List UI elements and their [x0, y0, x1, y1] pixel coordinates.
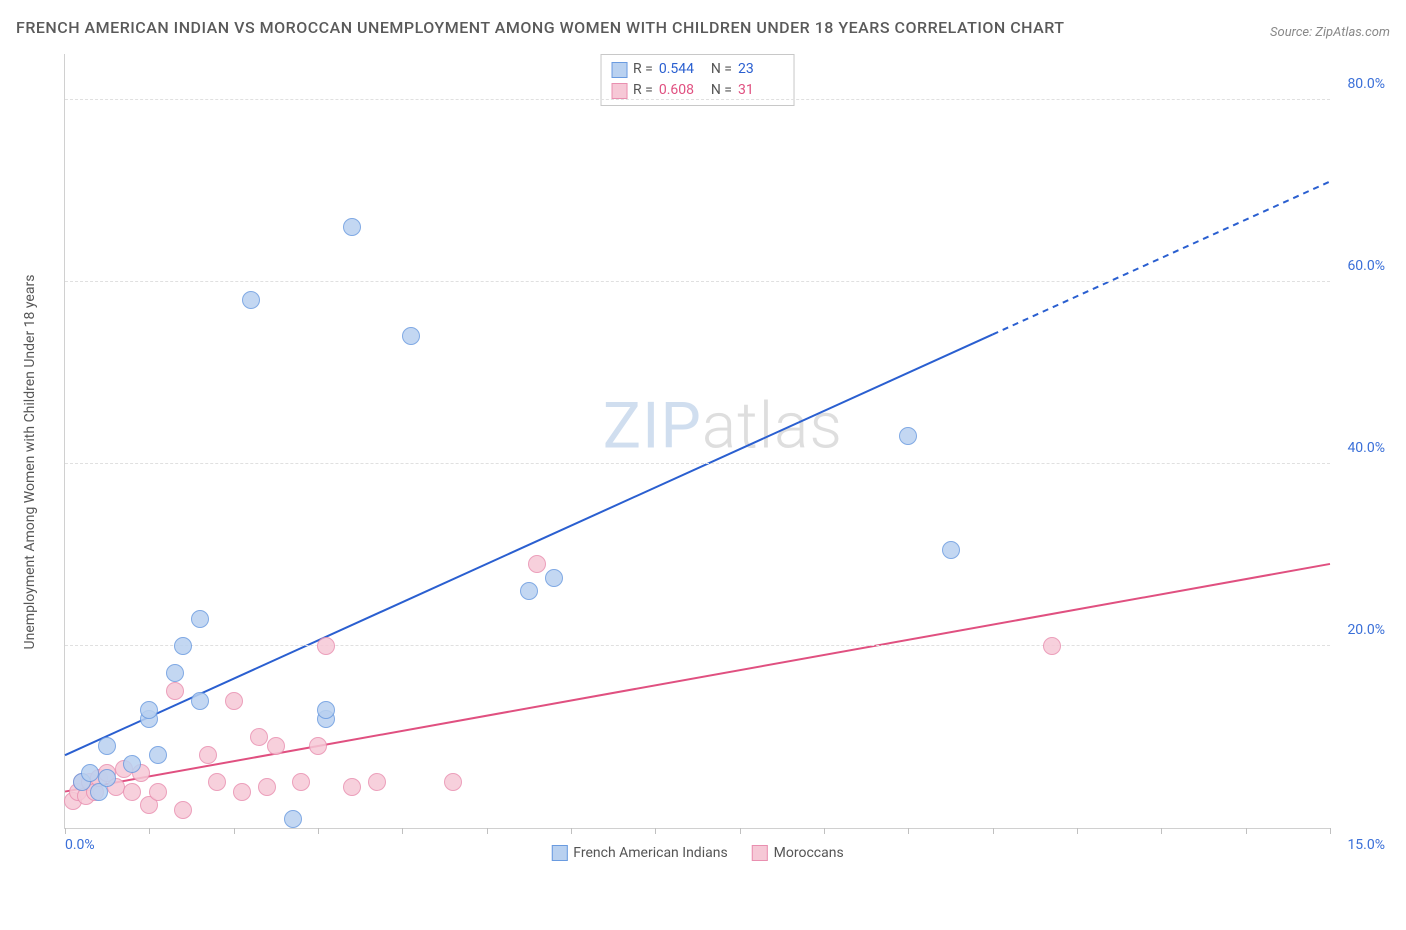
- data-point-b: [1043, 637, 1061, 655]
- data-point-a: [191, 610, 209, 628]
- data-point-b: [368, 773, 386, 791]
- data-point-b: [208, 773, 226, 791]
- trend-line-b: [65, 564, 1330, 792]
- x-tick: [1161, 828, 1162, 834]
- x-tick: [824, 828, 825, 834]
- data-point-b: [258, 778, 276, 796]
- y-tick-label: 20.0%: [1347, 622, 1385, 638]
- data-point-b: [343, 778, 361, 796]
- data-point-b: [250, 728, 268, 746]
- x-tick: [993, 828, 994, 834]
- x-tick: [65, 828, 66, 834]
- data-point-b: [292, 773, 310, 791]
- plot-area: ZIPatlas R =0.544N =23R =0.608N =31 Fren…: [64, 54, 1330, 829]
- n-label: N =: [711, 59, 732, 80]
- data-point-b: [309, 737, 327, 755]
- grid-line: [65, 463, 1330, 464]
- trend-line-a-extrapolated: [993, 181, 1330, 334]
- header-row: FRENCH AMERICAN INDIAN VS MOROCCAN UNEMP…: [16, 16, 1390, 40]
- data-point-a: [191, 692, 209, 710]
- data-point-a: [166, 664, 184, 682]
- x-tick: [234, 828, 235, 834]
- y-tick-label: 60.0%: [1347, 258, 1385, 274]
- x-tick: [402, 828, 403, 834]
- legend-series-item: Moroccans: [752, 845, 844, 861]
- data-point-b: [199, 746, 217, 764]
- x-min-label: 0.0%: [65, 837, 95, 853]
- x-tick: [1077, 828, 1078, 834]
- n-value: 23: [738, 59, 784, 80]
- data-point-a: [317, 701, 335, 719]
- grid-line: [65, 99, 1330, 100]
- data-point-a: [545, 569, 563, 587]
- x-tick: [487, 828, 488, 834]
- watermark-atlas: atlas: [702, 388, 843, 463]
- watermark: ZIPatlas: [603, 388, 843, 463]
- legend-series-label: Moroccans: [774, 845, 844, 861]
- x-tick: [740, 828, 741, 834]
- legend-series: French American Indians Moroccans: [551, 845, 843, 861]
- chart-title: FRENCH AMERICAN INDIAN VS MOROCCAN UNEMP…: [16, 16, 1065, 40]
- grid-line: [65, 645, 1330, 646]
- data-point-b: [267, 737, 285, 755]
- watermark-zip: ZIP: [603, 388, 702, 463]
- x-tick: [318, 828, 319, 834]
- data-point-a: [98, 769, 116, 787]
- x-tick: [908, 828, 909, 834]
- data-point-a: [942, 541, 960, 559]
- data-point-a: [284, 810, 302, 828]
- data-point-a: [520, 582, 538, 600]
- x-tick: [571, 828, 572, 834]
- data-point-a: [402, 327, 420, 345]
- data-point-b: [123, 783, 141, 801]
- data-point-b: [233, 783, 251, 801]
- data-point-b: [528, 555, 546, 573]
- data-point-b: [225, 692, 243, 710]
- plot-container: Unemployment Among Women with Children U…: [16, 44, 1390, 864]
- r-label: R =: [633, 59, 653, 80]
- legend-series-label: French American Indians: [573, 845, 727, 861]
- source-attribution: Source: ZipAtlas.com: [1270, 25, 1390, 40]
- x-max-label: 15.0%: [1347, 837, 1385, 853]
- legend-swatch: [551, 845, 567, 861]
- legend-stat-row: R = 0.544 N = 23: [611, 59, 784, 80]
- legend-swatch: [752, 845, 768, 861]
- data-point-b: [149, 783, 167, 801]
- x-tick: [149, 828, 150, 834]
- data-point-a: [140, 701, 158, 719]
- r-value: 0.544: [659, 59, 705, 80]
- data-point-b: [166, 682, 184, 700]
- data-point-a: [242, 291, 260, 309]
- correlation-chart: FRENCH AMERICAN INDIAN VS MOROCCAN UNEMP…: [16, 16, 1390, 864]
- data-point-a: [149, 746, 167, 764]
- x-tick: [1246, 828, 1247, 834]
- grid-line: [65, 281, 1330, 282]
- data-point-a: [123, 755, 141, 773]
- data-point-a: [343, 218, 361, 236]
- y-tick-label: 40.0%: [1347, 440, 1385, 456]
- legend-series-item: French American Indians: [551, 845, 727, 861]
- x-tick: [655, 828, 656, 834]
- legend-swatch: [611, 62, 627, 78]
- x-tick: [1330, 828, 1331, 834]
- trend-lines: [65, 54, 1330, 828]
- data-point-a: [899, 427, 917, 445]
- data-point-a: [81, 764, 99, 782]
- data-point-a: [174, 637, 192, 655]
- y-axis-title: Unemployment Among Women with Children U…: [22, 275, 38, 650]
- data-point-b: [174, 801, 192, 819]
- data-point-b: [444, 773, 462, 791]
- data-point-b: [317, 637, 335, 655]
- legend-swatch: [611, 83, 627, 99]
- data-point-a: [98, 737, 116, 755]
- y-tick-label: 80.0%: [1347, 76, 1385, 92]
